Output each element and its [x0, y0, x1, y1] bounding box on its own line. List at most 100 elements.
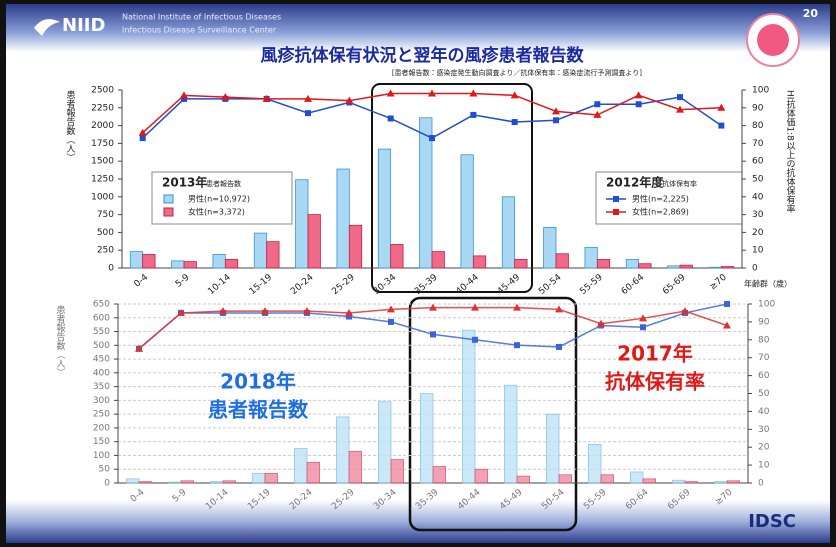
y-tick-label: 50	[99, 465, 111, 475]
y2-tick-label: 0	[752, 264, 758, 274]
bar	[223, 481, 236, 483]
y-tick-label: 250	[93, 410, 110, 420]
marker	[556, 344, 562, 350]
bar	[559, 475, 572, 483]
y-axis-label: 患者報告数（人）	[65, 89, 76, 162]
y-tick-label: 1500	[91, 157, 114, 167]
bar	[626, 259, 638, 268]
annotation: 患者報告数	[208, 398, 309, 422]
y2-tick-label: 10	[758, 461, 770, 471]
legend-label: 女性(n=3,372)	[188, 207, 245, 217]
badge	[757, 24, 789, 56]
annotation: 2018年	[220, 370, 296, 394]
marker	[305, 110, 311, 116]
y-tick-label: 450	[93, 355, 110, 365]
y2-tick-label: 90	[758, 317, 770, 327]
y-tick-label: 200	[93, 423, 110, 433]
bar	[213, 254, 225, 268]
bar	[727, 481, 740, 483]
legend-swatch	[164, 195, 173, 203]
bar	[307, 462, 320, 483]
y2-tick-label: 80	[752, 121, 764, 131]
legend-title: 患者報告数	[206, 179, 241, 188]
bar	[168, 482, 181, 483]
bar	[308, 215, 320, 268]
y2-tick-label: 30	[752, 210, 764, 220]
bar	[181, 481, 194, 483]
legend-swatch	[164, 208, 173, 216]
bar	[601, 475, 614, 483]
y2-tick-label: 20	[752, 228, 764, 238]
bar	[668, 266, 680, 268]
bar	[184, 262, 196, 268]
y-tick-label: 0	[108, 264, 114, 274]
y-tick-label: 1000	[91, 192, 114, 202]
bar	[294, 449, 307, 483]
y2-tick-label: 80	[758, 335, 770, 345]
y-tick-label: 2250	[91, 103, 114, 113]
page-number: 20	[803, 7, 819, 20]
y2-tick-label: 70	[758, 353, 770, 363]
header-org: National Institute of Infectious Disease…	[122, 13, 281, 22]
bar	[172, 261, 184, 268]
marker	[553, 117, 559, 123]
legend-title: 2012年度	[606, 175, 663, 190]
bar	[378, 402, 391, 483]
bar	[504, 385, 517, 483]
bar	[643, 479, 656, 483]
bar	[130, 252, 142, 268]
y-tick-label: 500	[97, 228, 114, 238]
y-tick-label: 150	[93, 437, 110, 447]
bar	[544, 227, 556, 268]
bar	[139, 482, 152, 483]
marker	[472, 337, 478, 343]
bar	[349, 451, 362, 483]
legend-title: 2013年	[162, 175, 207, 190]
y2-tick-label: 100	[752, 86, 769, 96]
y-tick-label: 300	[93, 396, 110, 406]
marker	[514, 342, 520, 348]
bar	[143, 254, 155, 268]
y-tick-label: 400	[93, 368, 110, 378]
y2-tick-label: 40	[758, 407, 770, 417]
annotation: 2017年	[617, 342, 693, 366]
y2-tick-label: 50	[758, 389, 770, 399]
bar	[597, 259, 609, 268]
bar	[473, 256, 485, 268]
x-axis-label: 年齢群（歳）	[744, 279, 792, 289]
bar	[461, 155, 473, 268]
legend-swatch	[613, 209, 619, 215]
marker	[724, 301, 730, 307]
bar	[210, 482, 223, 483]
chart-title: 風疹抗体保有状況と翌年の風疹患者報告数	[261, 45, 585, 66]
marker	[140, 135, 146, 141]
bar	[252, 473, 265, 483]
y-tick-label: 600	[93, 313, 110, 323]
bar	[391, 460, 404, 483]
marker	[718, 123, 724, 129]
y-tick-label: 350	[93, 382, 110, 392]
y2-tick-label: 20	[758, 443, 770, 453]
bar	[672, 480, 685, 483]
marker	[677, 94, 683, 100]
legend-label: 女性(n=2,869)	[632, 207, 689, 217]
marker	[429, 135, 435, 141]
annotation: 抗体保有率	[605, 370, 705, 394]
bar	[267, 242, 279, 268]
y2-tick-label: 70	[752, 139, 764, 149]
y-tick-label: 1750	[91, 139, 114, 149]
bar	[502, 197, 514, 268]
bar	[265, 473, 278, 483]
chart-subtitle: [患者報告数：感染症発生動向調査より／抗体保有率：感染症流行予測調査より]	[392, 68, 642, 77]
bar	[254, 233, 266, 268]
y2-tick-label: 10	[752, 246, 764, 256]
bar	[462, 330, 475, 483]
bar	[556, 254, 568, 268]
marker	[636, 101, 642, 107]
legend-label: 男性(n=10,972)	[188, 194, 250, 204]
bar	[685, 482, 698, 483]
bar	[585, 247, 597, 268]
y-axis-label: 患者報告数（人）	[55, 304, 66, 377]
y2-axis-label: HI抗体価1:8以上の抗体保有率	[785, 90, 796, 214]
slide: NIID National Institute of Infectious Di…	[0, 0, 836, 547]
